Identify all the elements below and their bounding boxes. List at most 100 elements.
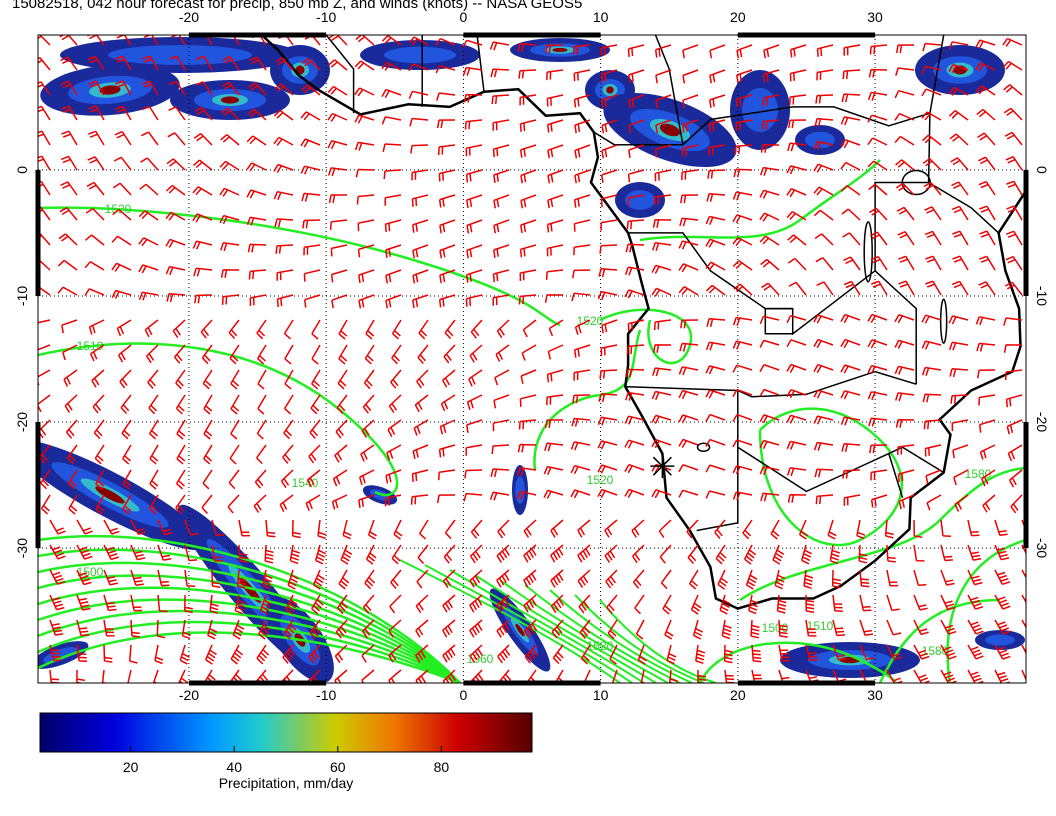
wind-barb (38, 130, 51, 146)
wind-barb (867, 364, 888, 375)
wind-barb (328, 194, 347, 204)
wind-barb (88, 105, 105, 121)
wind-barb (520, 169, 537, 184)
wind-barb (103, 644, 113, 663)
wind-barb (391, 319, 402, 340)
wind-barb (518, 419, 537, 430)
wind-barb (84, 288, 105, 296)
wind-barb (814, 233, 834, 246)
wind-barb (306, 469, 321, 488)
wind-barb (469, 644, 483, 663)
wind-barb (577, 544, 591, 563)
wind-barb (913, 619, 929, 636)
wind-barb (112, 209, 132, 221)
wind-barb (544, 419, 563, 429)
wind-barb (655, 94, 672, 109)
wind-barb (789, 44, 807, 58)
wind-barb (491, 94, 510, 105)
wind-barb (282, 644, 296, 664)
wind-barb (600, 44, 618, 56)
wind-barb (157, 569, 170, 587)
wind-barb (682, 69, 699, 84)
wind-barb (815, 94, 834, 104)
wind-barb (547, 144, 564, 159)
wind-barb (597, 488, 618, 499)
wind-barb (255, 444, 267, 465)
wind-barb (254, 469, 267, 489)
wind-barb (230, 394, 240, 415)
contour-line (399, 559, 621, 683)
wind-barb (38, 155, 51, 171)
wind-barb (1004, 281, 1023, 296)
wind-barb (717, 569, 729, 590)
precip-area (975, 630, 1025, 650)
wind-barb (705, 215, 726, 225)
wind-barb (705, 261, 726, 271)
lon-tick-label: -10 (316, 9, 336, 25)
wind-barb (814, 117, 834, 127)
precip-mid (985, 634, 1015, 646)
wind-barb (760, 492, 780, 502)
wind-barb (327, 167, 348, 177)
wind-barb (705, 238, 726, 248)
wind-barb (705, 365, 726, 375)
wind-barb (57, 286, 78, 296)
wind-barb (686, 519, 699, 539)
wind-barb (464, 119, 483, 130)
wind-barb (462, 39, 483, 48)
wind-barb (385, 469, 402, 484)
wind-barb (49, 594, 65, 611)
wind-barb (122, 494, 132, 515)
wind-barb (412, 444, 429, 460)
wind-barb (708, 144, 726, 156)
wind-barb (523, 569, 537, 588)
wind-barb (1021, 644, 1026, 655)
wind-barb (390, 569, 402, 589)
wind-barb (309, 619, 321, 640)
border (696, 390, 739, 532)
wind-barb (95, 469, 105, 490)
wind-barb (38, 344, 51, 351)
wind-barb (994, 544, 1010, 561)
wind-barb (115, 105, 132, 121)
wind-barb (778, 669, 791, 683)
wind-barb (545, 269, 564, 280)
wind-barb (952, 230, 969, 246)
wind-barb (600, 344, 618, 357)
wind-barb (940, 544, 953, 562)
wind-barb (386, 444, 402, 461)
wind-barb (668, 669, 678, 683)
wind-barb (814, 468, 834, 478)
wind-barb (886, 594, 900, 612)
wind-barb (870, 469, 888, 481)
wind-barb (468, 369, 483, 387)
wind-barb (234, 594, 246, 615)
wind-barb (979, 230, 996, 246)
wind-barb (706, 192, 726, 202)
wind-barb (843, 280, 861, 296)
wind-barb (522, 319, 537, 338)
wind-barb (49, 669, 60, 683)
wind-barb (600, 219, 618, 231)
wind-barb (979, 255, 996, 271)
wind-barb (519, 244, 537, 258)
wind-barb (138, 210, 159, 221)
wind-barb (926, 494, 942, 511)
wind-barb (219, 160, 240, 171)
wind-barb (168, 106, 186, 121)
wind-barb (1021, 669, 1026, 682)
wind-barb (38, 394, 51, 413)
wind-barb (552, 644, 564, 665)
precip-peak (659, 123, 681, 137)
wind-barb (868, 207, 888, 221)
wind-barb (412, 294, 429, 309)
lon-tick-label: -20 (179, 687, 199, 703)
wind-barb (1005, 156, 1023, 171)
wind-barb (886, 569, 899, 587)
wind-barb (87, 156, 105, 171)
wind-barb (789, 69, 807, 82)
wind-barb (662, 594, 672, 615)
wind-barb (354, 87, 375, 97)
wind-barb (759, 414, 780, 424)
